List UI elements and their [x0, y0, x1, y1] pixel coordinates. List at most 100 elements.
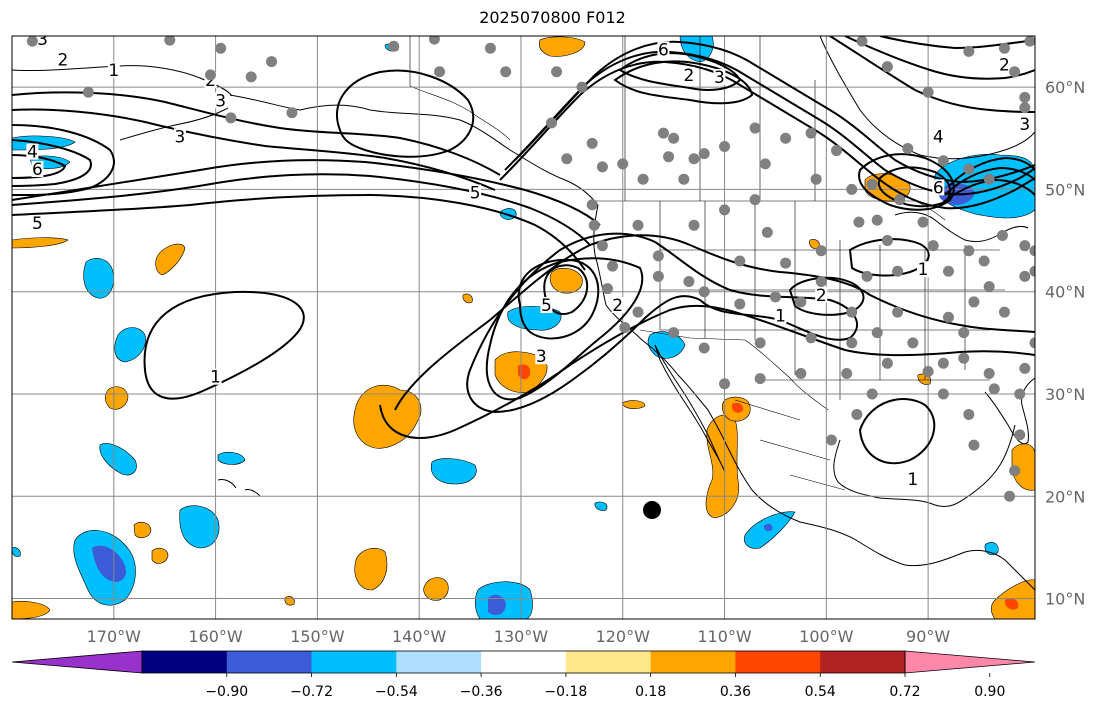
latitude-tick-label: 30°N: [1045, 385, 1085, 404]
station-marker: [795, 296, 807, 308]
station-marker: [688, 219, 700, 231]
station-marker: [759, 158, 771, 170]
station-marker: [1009, 66, 1021, 78]
station-marker: [871, 214, 883, 226]
contour-label-background: [1018, 116, 1031, 133]
contour-label-background: [107, 61, 120, 78]
station-marker: [780, 257, 792, 269]
station-marker: [652, 270, 664, 282]
station-marker: [917, 216, 929, 228]
contour-label: 3: [714, 68, 725, 88]
latitude-tick-label: 10°N: [1045, 590, 1085, 609]
station-marker: [601, 283, 613, 295]
station-marker: [902, 143, 914, 155]
contour-line: [844, 36, 1035, 80]
station-marker: [698, 342, 710, 354]
colorbar-segment: [396, 651, 482, 673]
contour-label-background: [932, 128, 945, 145]
shading-positive: [423, 577, 449, 601]
station-marker: [907, 337, 919, 349]
contour-label-background: [932, 179, 945, 196]
map-title: 2025070800 F012: [479, 8, 626, 27]
station-marker: [551, 66, 563, 78]
longitude-tick-label: 160°W: [188, 627, 243, 646]
contour-label-background: [535, 348, 548, 365]
station-marker: [617, 158, 629, 170]
coastline-hudson: [819, 36, 1035, 160]
station-marker: [1019, 102, 1031, 114]
station-marker: [26, 36, 38, 47]
station-marker: [428, 36, 440, 45]
shading-positive: [621, 400, 646, 409]
contour-label: 6: [32, 160, 43, 180]
station-marker: [1029, 265, 1035, 277]
longitude-tick-label: 110°W: [697, 627, 752, 646]
contour-label-background: [815, 286, 828, 303]
longitude-tick-label: 170°W: [87, 627, 142, 646]
station-marker: [683, 275, 695, 287]
colorbar: [11, 650, 1036, 674]
station-marker: [942, 265, 954, 277]
contour-label-background: [657, 41, 670, 58]
longitude-tick-label: 90°W: [906, 627, 950, 646]
station-marker: [881, 235, 893, 247]
station-marker: [761, 226, 773, 238]
station-marker: [1029, 337, 1035, 349]
shading-negative: [594, 501, 608, 511]
station-marker: [82, 86, 94, 98]
station-marker: [805, 127, 817, 139]
colorbar-tick-label: −0.18: [544, 684, 587, 700]
station-marker: [1014, 388, 1026, 400]
shading-positive: [133, 521, 152, 539]
colorbar-segment: [311, 651, 397, 673]
shading-positive: [284, 596, 295, 606]
station-marker: [968, 296, 980, 308]
shading-positive: [104, 386, 129, 410]
contour-label-background: [774, 307, 787, 324]
station-marker: [942, 311, 954, 323]
contour-label: 3: [175, 127, 186, 147]
station-marker: [1014, 429, 1026, 441]
coastline-gulf: [833, 424, 1016, 508]
station-marker: [657, 127, 669, 139]
station-marker: [754, 337, 766, 349]
station-marker: [576, 81, 588, 93]
border-us-mexico: [639, 329, 829, 411]
contour-label-background: [31, 161, 44, 178]
border-canada-provinces: [624, 36, 816, 201]
station-marker: [164, 36, 176, 46]
longitude-tick-label: 140°W: [392, 627, 447, 646]
station-marker: [937, 357, 949, 369]
station-marker: [719, 140, 731, 152]
station-marker: [1019, 91, 1031, 103]
station-marker: [963, 408, 975, 420]
station-marker: [881, 61, 893, 73]
contour-line: [379, 304, 1035, 439]
station-marker: [963, 45, 975, 57]
contour-label-background: [31, 215, 44, 232]
station-marker: [1024, 36, 1035, 47]
station-marker: [851, 408, 863, 420]
tropical-cyclone-marker: [643, 501, 661, 519]
colorbar-segment: [565, 651, 652, 673]
station-marker: [963, 163, 975, 175]
colorbar-tick-label: 0.36: [720, 684, 751, 700]
contour-label: 2: [57, 51, 68, 71]
station-marker: [861, 270, 873, 282]
latitude-axis: 10°N 20°N 30°N 40°N 50°N 60°N: [1045, 78, 1085, 608]
colorbar-segment: [226, 651, 313, 673]
station-marker: [841, 368, 853, 380]
station-marker: [846, 306, 858, 318]
station-marker: [245, 71, 257, 83]
shading-positive: [732, 402, 744, 413]
station-marker: [434, 66, 446, 78]
colorbar-tick-label: 0.90: [974, 684, 1005, 700]
shading-negative: [488, 594, 506, 616]
contour-label-background: [611, 297, 624, 314]
station-marker: [983, 173, 995, 185]
station-marker: [215, 42, 227, 54]
station-marker: [545, 117, 557, 129]
station-marker: [866, 388, 878, 400]
shading-negative: [763, 523, 773, 532]
